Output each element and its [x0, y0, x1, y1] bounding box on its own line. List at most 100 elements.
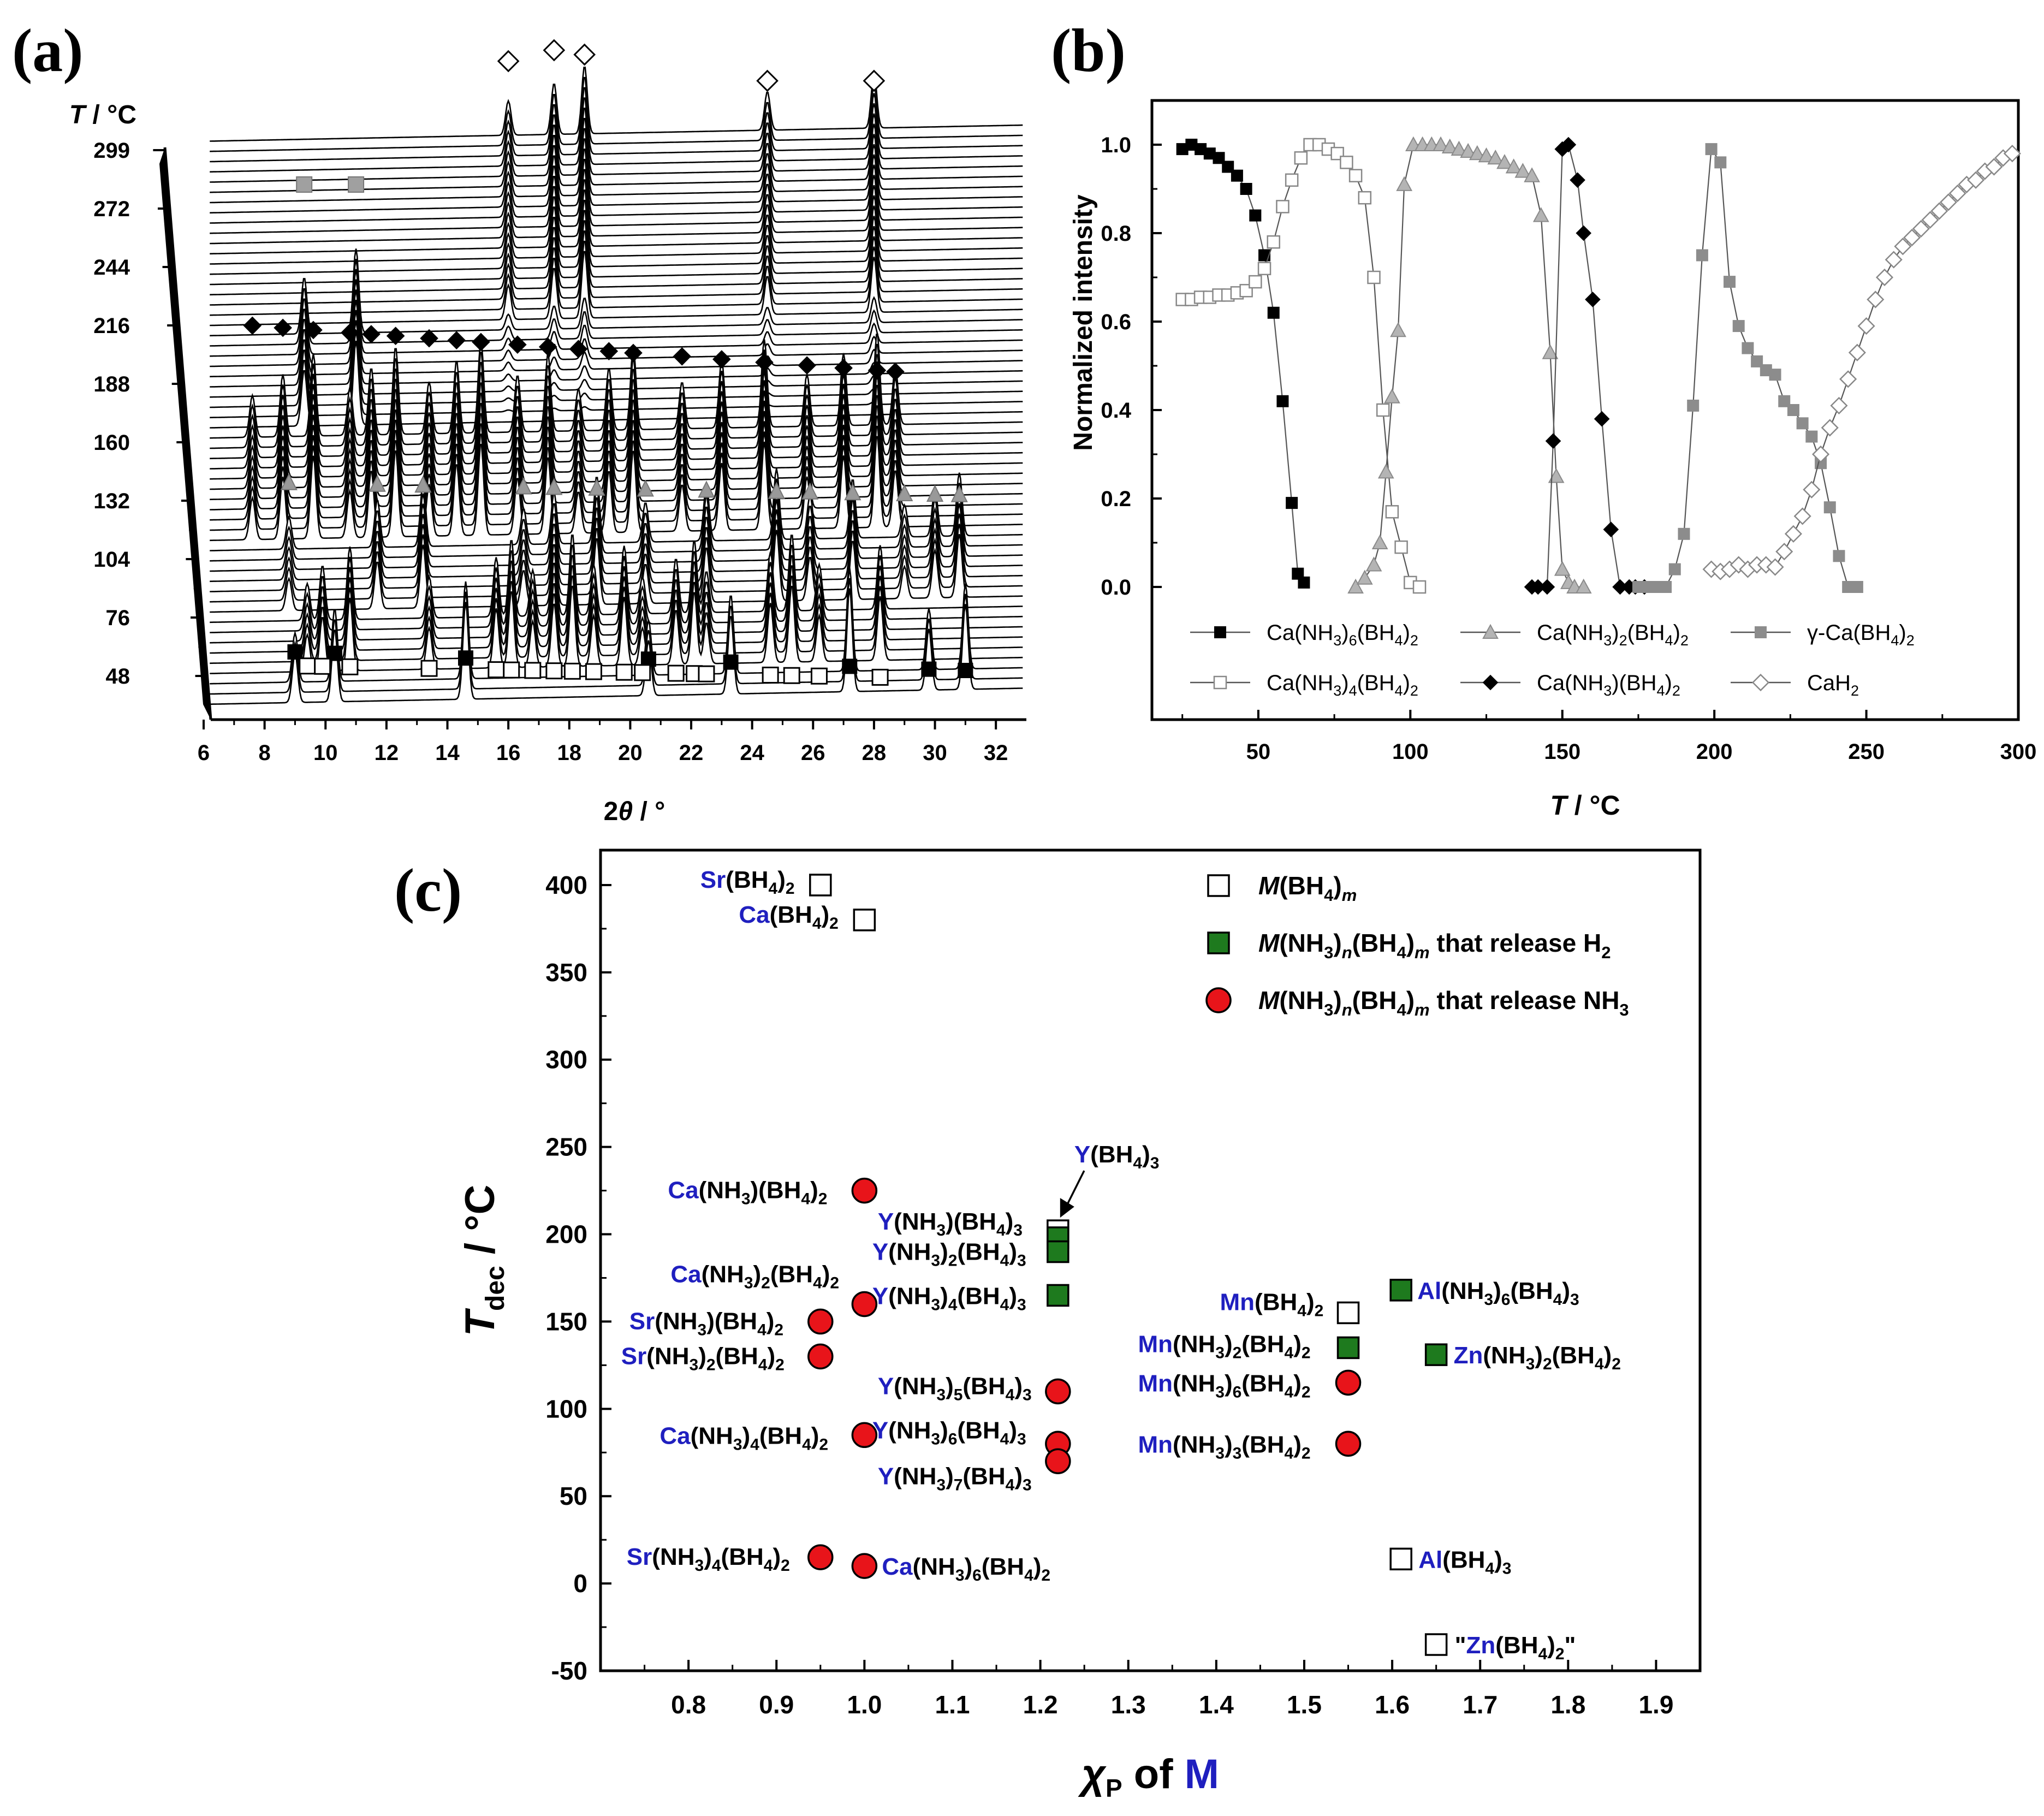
- data-point: [1575, 578, 1592, 594]
- y-tick-label: 250: [545, 1133, 587, 1161]
- data-point: [1045, 1378, 1071, 1405]
- point-label: Ca(NH3)(BH4)2: [668, 1177, 827, 1208]
- legend-label: Ca(NH3)6(BH4)2: [1267, 621, 1418, 649]
- x-tick-label: 100: [1392, 740, 1429, 764]
- data-point: [1668, 563, 1681, 575]
- ca-nh3-4-marker: [563, 662, 581, 680]
- diffraction-scan: [210, 230, 1023, 306]
- data-point: [1377, 464, 1394, 479]
- data-point: [1257, 262, 1271, 276]
- point-label: Zn(NH3)2(BH4)2: [1454, 1342, 1621, 1373]
- y-axis-bar: [159, 147, 211, 720]
- x-axis-title: T / °C: [1550, 790, 1620, 821]
- x-tick-label: 28: [862, 741, 887, 765]
- point-label: Ca(NH3)2(BH4)2: [670, 1261, 839, 1292]
- data-point: [1348, 169, 1363, 182]
- scan-fill: [210, 341, 1024, 450]
- data-point: [1358, 191, 1372, 205]
- diffraction-scan: [210, 158, 1023, 234]
- diffraction-scan: [210, 333, 1023, 439]
- data-point: [1389, 1279, 1412, 1302]
- data-point: [1335, 1369, 1362, 1396]
- diffraction-scan: [210, 468, 1023, 551]
- data-point: [1203, 147, 1216, 160]
- ca-nh3-2-marker: [950, 485, 968, 502]
- diffraction-scan: [210, 575, 1023, 664]
- legend-marker: [1213, 675, 1227, 690]
- ca-nh3-1-marker: [712, 350, 731, 369]
- data-point: [1222, 161, 1234, 173]
- data-point: [1560, 137, 1577, 153]
- diffraction-scan: [210, 251, 1023, 327]
- series-0: [1176, 139, 1310, 589]
- data-point: [1751, 355, 1763, 367]
- ca-nh3-2-marker: [844, 483, 861, 501]
- point-label: Sr(BH4)2: [700, 867, 795, 898]
- scan-fill: [210, 269, 1024, 378]
- data-point: [1389, 1547, 1412, 1571]
- data-point: [1885, 251, 1903, 269]
- data-point: [1811, 445, 1830, 464]
- x-tick-label: 0.9: [759, 1690, 794, 1719]
- data-point: [1948, 185, 1966, 203]
- legend-marker: [1751, 673, 1770, 692]
- panel-b-chart: 50 100 150 200 250 300 0.0 0.2 0.4 0.6 0.8 1.0 Norma…: [1069, 99, 2036, 821]
- data-point: [1047, 1284, 1069, 1307]
- x-tick-label: 32: [984, 741, 1008, 765]
- data-point: [1478, 147, 1495, 163]
- data-point: [1356, 569, 1373, 585]
- y-tick-label: 0.6: [1101, 310, 1131, 334]
- data-point: [1424, 1633, 1448, 1656]
- diffraction-scan: [210, 384, 1023, 490]
- data-point: [1294, 151, 1308, 165]
- x-tick-label: 24: [740, 741, 764, 765]
- data-point: [1412, 580, 1427, 594]
- data-point: [1554, 561, 1571, 576]
- diffraction-scan: [210, 499, 1023, 583]
- diffraction-scan: [210, 374, 1023, 480]
- ca-nh3-1-marker: [386, 327, 405, 345]
- data-point: [1285, 173, 1299, 187]
- diffraction-scan: [210, 269, 1023, 357]
- data-point: [1641, 581, 1654, 593]
- scan-fill: [210, 259, 1024, 368]
- data-point: [1514, 163, 1531, 178]
- diffraction-scan: [210, 117, 1023, 193]
- point-label: Sr(NH3)4(BH4)2: [627, 1544, 790, 1575]
- phase-markers: [243, 39, 973, 686]
- data-point: [1851, 581, 1863, 593]
- data-point: [1796, 417, 1809, 430]
- legend: Ca(NH3)6(BH4)2 Ca(NH3)2(BH4)2 γ-Ca(BH4)2 Ca…: [1190, 621, 1915, 699]
- data-point: [1894, 238, 1912, 256]
- y-tick-label: 1.0: [1101, 133, 1131, 157]
- ca-nh3-6-marker: [723, 654, 739, 670]
- diffraction-scan: [210, 128, 1023, 204]
- legend-marker: [1207, 931, 1230, 954]
- scan-fill: [210, 436, 1024, 562]
- data-point: [1921, 211, 1939, 229]
- data-point: [1384, 388, 1400, 403]
- scan-fill: [210, 406, 1024, 532]
- x-tick-label: 1.6: [1375, 1690, 1410, 1719]
- data-point: [1424, 1343, 1448, 1366]
- data-point: [1939, 193, 1957, 211]
- scan-fill: [210, 395, 1024, 521]
- ca-nh3-4-marker: [762, 666, 779, 684]
- x-tick-label: 150: [1544, 740, 1580, 764]
- data-point: [1542, 344, 1559, 359]
- legend-marker: [1214, 626, 1226, 638]
- data-point: [1396, 176, 1413, 191]
- x-tick-label: 12: [375, 741, 399, 765]
- diffraction-scan: [210, 289, 1023, 378]
- ca-nh3-2-marker: [768, 482, 785, 499]
- legend-label: M(NH3)n(BH4)m that release H2: [1258, 929, 1611, 962]
- ca-nh3-4-marker: [420, 660, 438, 677]
- temperature-tick-label: 272: [93, 197, 130, 221]
- data-point: [1830, 396, 1848, 414]
- point-label: Y(NH3)7(BH4)3: [878, 1463, 1032, 1494]
- cah2-marker: [543, 39, 566, 62]
- gamma-ca-bh4-marker: [296, 176, 313, 193]
- series-5: [1702, 145, 2021, 580]
- ca-nh3-4-marker: [314, 657, 331, 675]
- data-point: [1678, 527, 1690, 540]
